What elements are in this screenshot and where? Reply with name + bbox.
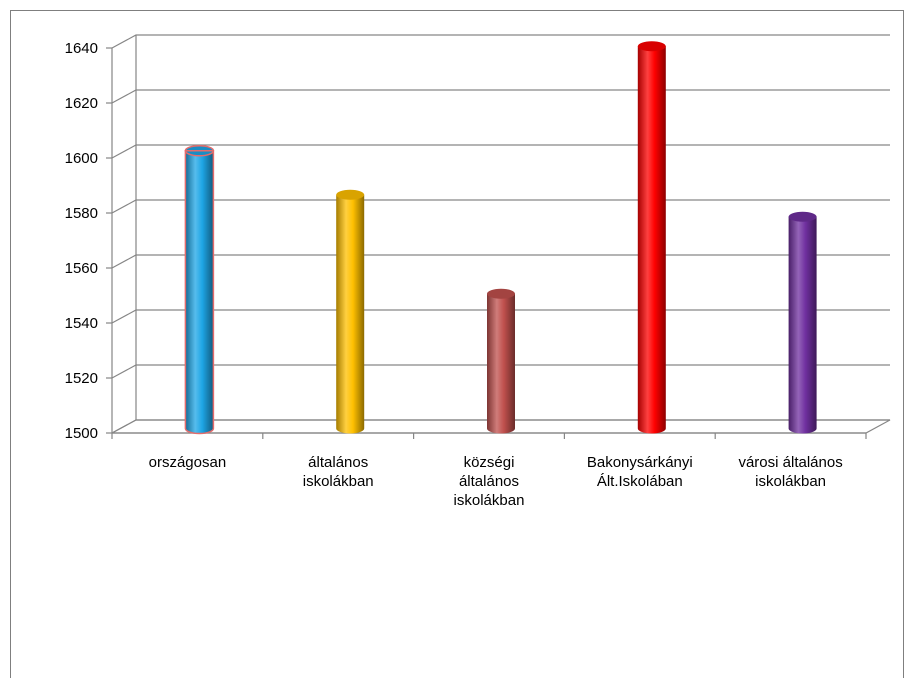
bar-top xyxy=(637,41,666,52)
bar-top-outline xyxy=(184,145,215,157)
y-tick-label: 1560 xyxy=(65,260,98,277)
bar-outline xyxy=(184,150,215,435)
bar xyxy=(336,189,365,434)
y-axis-ticks: 1500 1520 1540 1560 1580 1600 1620 1640 xyxy=(65,40,112,442)
bars xyxy=(184,41,817,435)
gridline xyxy=(111,199,890,214)
bar-body xyxy=(185,150,214,434)
bar-body xyxy=(487,293,515,434)
bar-top xyxy=(336,189,365,200)
x-axis xyxy=(111,432,867,439)
bar xyxy=(184,145,215,435)
x-tick-label: városi általános iskolákban xyxy=(738,454,842,490)
gridline xyxy=(111,144,890,159)
bar xyxy=(637,41,666,434)
y-tick-label: 1580 xyxy=(65,205,98,222)
x-tick-label: Bakonysárkányi Ált.Iskolában xyxy=(587,454,693,490)
bar xyxy=(487,288,515,434)
gridline xyxy=(111,254,890,269)
gridline xyxy=(111,89,890,104)
bar-body xyxy=(788,216,817,434)
y-tick-label: 1600 xyxy=(65,150,98,167)
bar xyxy=(788,211,817,434)
x-tick-label: országosan xyxy=(149,454,227,471)
gridline xyxy=(111,34,890,49)
y-tick-label: 1540 xyxy=(65,315,98,332)
x-tick-label: községi általános iskolákban xyxy=(454,454,525,509)
y-tick-label: 1520 xyxy=(65,370,98,387)
y-tick-label: 1500 xyxy=(65,425,98,442)
chart-frame xyxy=(10,10,904,678)
x-axis-labels: országosan általános iskolákban községi álta… xyxy=(149,454,843,509)
y-tick-label: 1620 xyxy=(65,95,98,112)
bar-top xyxy=(487,288,515,299)
bar-body xyxy=(336,194,365,434)
bar-body xyxy=(637,46,666,434)
y-tick-label: 1640 xyxy=(65,40,98,57)
bar-top xyxy=(788,211,817,222)
x-tick-label: általános iskolákban xyxy=(303,454,374,490)
